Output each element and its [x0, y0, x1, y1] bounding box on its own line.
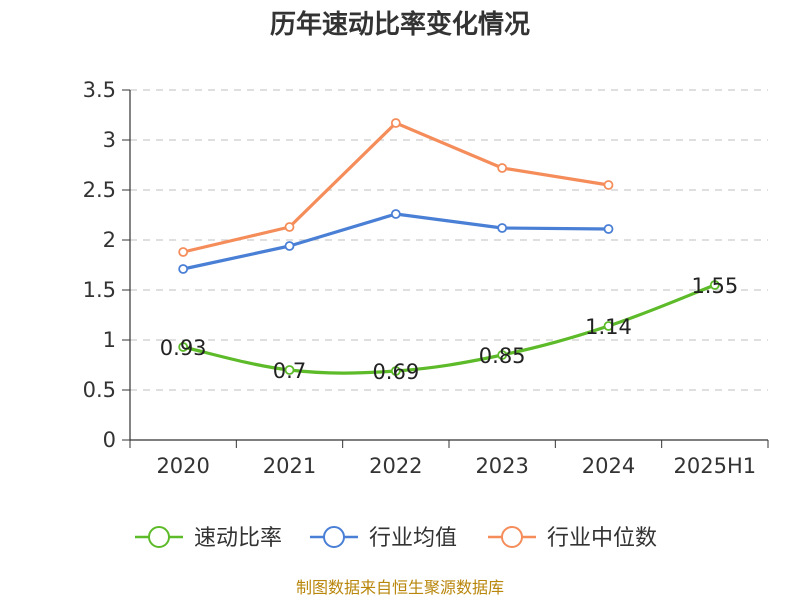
data-label: 0.93	[160, 336, 207, 360]
data-point	[284, 241, 295, 251]
legend-label: 速动比率	[194, 526, 282, 551]
x-tick-label: 2025H1	[674, 454, 757, 478]
data-point	[284, 365, 295, 375]
x-tick-label: 2020	[156, 454, 209, 478]
data-point	[390, 366, 401, 376]
y-tick-label: 1	[103, 328, 116, 352]
axes: 0 0.5 1 1.5 2 2.5 3 3.5 2020 2021 2022 2023 2024 2025…	[83, 78, 769, 478]
y-tick-label: 2	[103, 228, 116, 252]
series-line-3	[181, 121, 611, 254]
gridlines	[130, 89, 768, 391]
data-point	[497, 223, 508, 233]
legend-marker	[501, 526, 523, 548]
data-point	[390, 209, 401, 219]
data-label: 0.7	[273, 359, 306, 383]
legend-item[interactable]: 行业中位数	[488, 526, 657, 551]
data-label: 0.85	[479, 344, 526, 368]
legend-marker	[148, 526, 170, 548]
data-label: 0.69	[372, 360, 419, 384]
data-point	[390, 118, 401, 128]
y-tick-label: 3.5	[83, 78, 116, 102]
series-line-1	[181, 283, 717, 375]
legend-label: 行业中位数	[547, 526, 657, 551]
data-label: 1.55	[691, 274, 738, 298]
y-tick-label: 3	[103, 128, 116, 152]
x-tick-label: 2021	[263, 454, 316, 478]
data-point	[178, 264, 189, 274]
data-point	[497, 163, 508, 173]
y-tick-label: 2.5	[83, 178, 116, 202]
x-tick-label: 2024	[582, 454, 635, 478]
data-point	[603, 224, 614, 234]
data-point	[709, 280, 720, 290]
chart-title: 历年速动比率变化情况	[270, 9, 530, 40]
data-point	[497, 350, 508, 360]
data-point	[178, 342, 189, 352]
x-tick-label: 2023	[475, 454, 528, 478]
x-tick-label: 2022	[369, 454, 422, 478]
series-line-2	[181, 212, 611, 271]
legend-marker	[323, 526, 345, 548]
y-tick-label: 0.5	[83, 378, 116, 402]
y-tick-label: 0	[103, 428, 116, 452]
legend-label: 行业均值	[369, 526, 457, 551]
legend-item[interactable]: 行业均值	[310, 526, 457, 551]
source-note: 制图数据来自恒生聚源数据库	[296, 578, 504, 597]
legend[interactable]: 速动比率 行业均值 行业中位数	[135, 526, 657, 551]
data-label: 1.14	[585, 315, 632, 339]
data-point	[603, 321, 614, 331]
series-layer: 0.93 0.7 0.69 0.85 1.14 1.55	[160, 118, 738, 384]
legend-item[interactable]: 速动比率	[135, 526, 282, 551]
data-point	[284, 222, 295, 232]
data-point	[178, 247, 189, 257]
y-tick-label: 1.5	[83, 278, 116, 302]
data-point	[603, 180, 614, 190]
